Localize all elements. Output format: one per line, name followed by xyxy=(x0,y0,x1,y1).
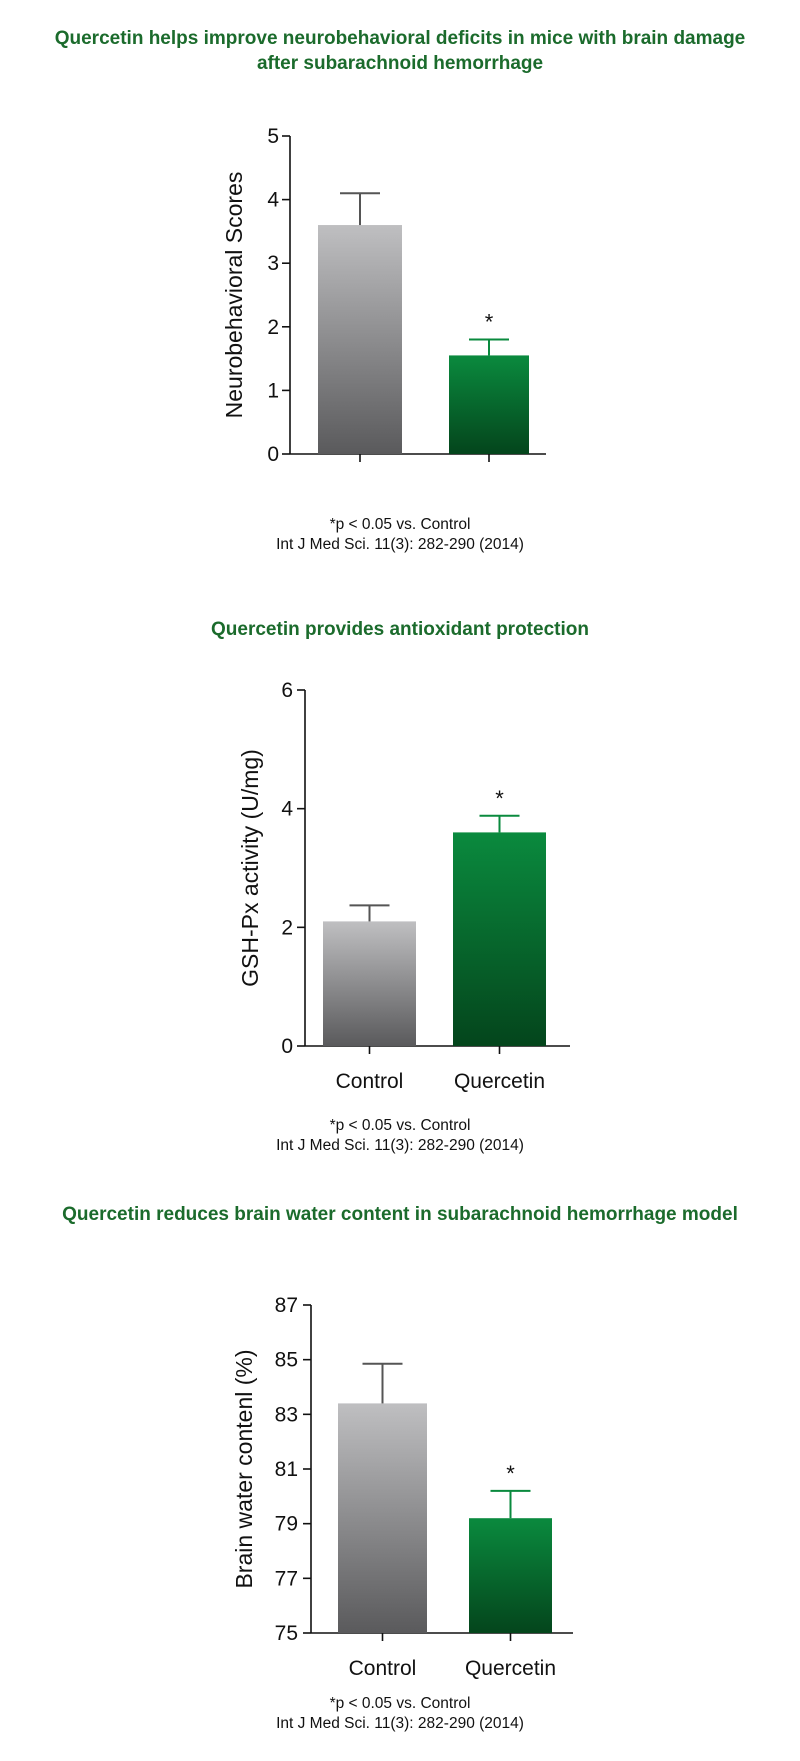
y-axis-label: Neurobehavioral Scores xyxy=(221,172,247,419)
y-tick-label: 2 xyxy=(267,316,279,339)
y-tick-label: 3 xyxy=(267,252,279,275)
chart-1-title: Quercetin helps improve neurobehavioral … xyxy=(54,28,746,74)
y-tick-label: 87 xyxy=(275,1294,298,1317)
x-tick-label: Quercetin xyxy=(465,1657,556,1680)
chart-2-footnote: *p < 0.05 vs. Control xyxy=(329,1117,471,1134)
y-tick-label: 2 xyxy=(281,916,293,939)
chart-2-citation: Int J Med Sci. 11(3): 282-290 (2014) xyxy=(276,1137,524,1154)
chart-3-footnote: *p < 0.05 vs. Control xyxy=(329,1695,471,1712)
chart-3-citation: Int J Med Sci. 11(3): 282-290 (2014) xyxy=(276,1715,524,1732)
chart-2-gsh-px-activity: 0 2 4 6 GSH-Px activity (U/mg) Control * Querce… xyxy=(237,679,570,1093)
y-tick-label: 85 xyxy=(275,1349,298,1372)
bar-control xyxy=(323,921,416,1046)
chart-3-title: Quercetin reduces brain water content in… xyxy=(62,1204,738,1225)
bar-quercetin xyxy=(469,1518,552,1633)
significance-marker: * xyxy=(485,310,494,335)
y-tick-label: 4 xyxy=(267,189,279,212)
y-tick-label: 81 xyxy=(275,1458,298,1481)
x-tick-label: Quercetin xyxy=(454,1070,545,1093)
x-tick-label: Control xyxy=(349,1657,417,1680)
y-tick-label: 0 xyxy=(281,1035,293,1058)
y-tick-label: 1 xyxy=(267,379,279,402)
significance-marker: * xyxy=(495,786,504,811)
y-tick-label: 79 xyxy=(275,1513,298,1536)
y-tick-label: 6 xyxy=(281,679,293,702)
chart-1-footnote: *p < 0.05 vs. Control xyxy=(329,516,471,533)
bar-quercetin xyxy=(453,832,546,1046)
y-tick-label: 4 xyxy=(281,798,293,821)
bar-control xyxy=(338,1403,427,1633)
chart-3-brain-water-content: 75 77 79 81 83 85 87 Brain water contenl (%) Con… xyxy=(231,1294,573,1680)
y-tick-label: 0 xyxy=(267,443,279,466)
chart-1-citation: Int J Med Sci. 11(3): 282-290 (2014) xyxy=(276,536,524,553)
bar-quercetin xyxy=(449,355,529,454)
y-tick-label: 5 xyxy=(267,125,279,148)
significance-marker: * xyxy=(506,1461,515,1486)
y-tick-label: 83 xyxy=(275,1403,298,1426)
x-tick-label: Control xyxy=(336,1070,404,1093)
y-tick-label: 75 xyxy=(275,1622,298,1645)
y-axis-label: GSH-Px activity (U/mg) xyxy=(237,749,263,987)
y-axis-label: Brain water contenl (%) xyxy=(231,1349,257,1588)
y-tick-label: 77 xyxy=(275,1567,298,1590)
chart-2-title: Quercetin provides antioxidant protectio… xyxy=(211,619,589,640)
bar-control xyxy=(318,225,402,454)
